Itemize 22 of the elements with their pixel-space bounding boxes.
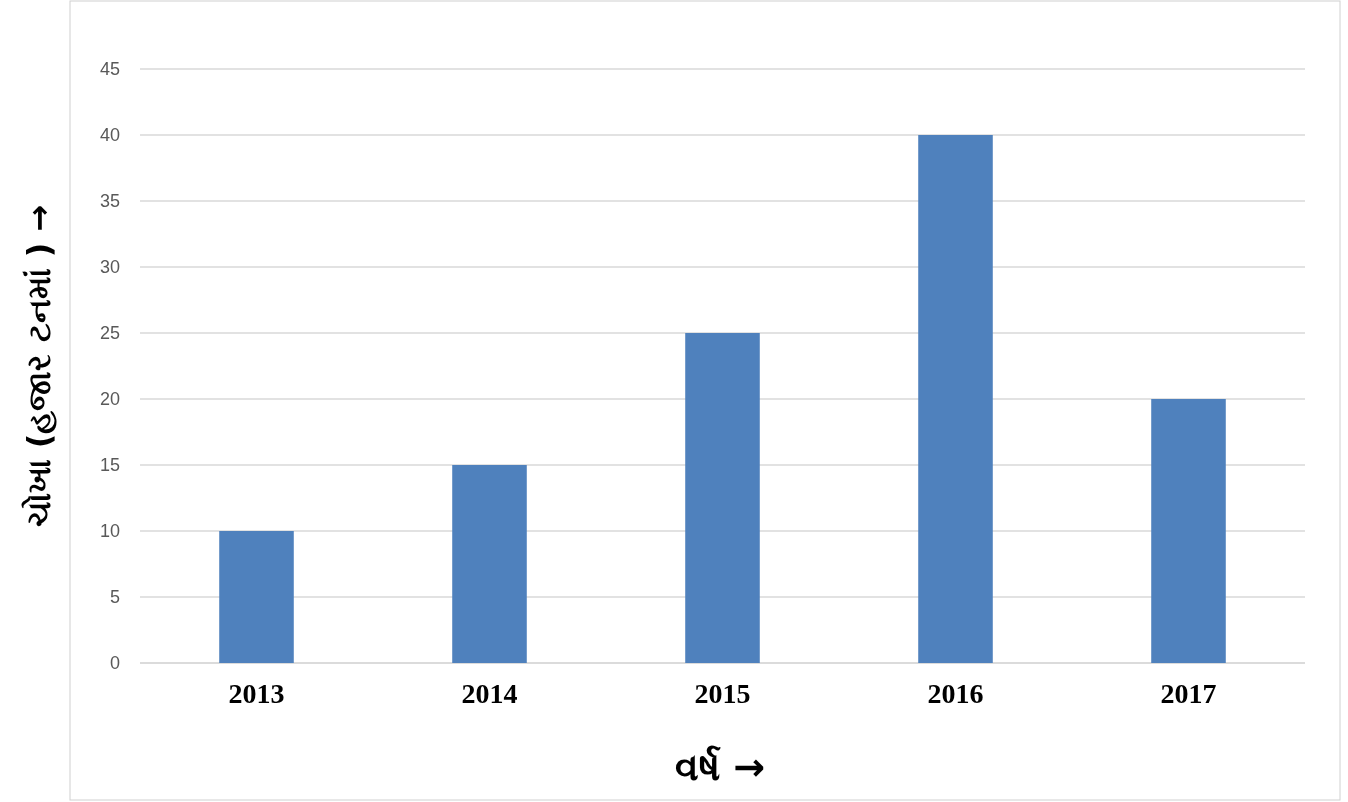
y-tick-label: 40 bbox=[99, 125, 120, 145]
x-axis-title: વર્ષ → bbox=[674, 745, 766, 789]
bar bbox=[219, 531, 294, 663]
y-axis-title: ચોખા (હજાર ટનમાં ) → bbox=[20, 204, 58, 528]
y-tick-label: 15 bbox=[99, 455, 120, 475]
x-tick-label: 2015 bbox=[694, 678, 751, 709]
y-tick-label: 35 bbox=[99, 191, 120, 211]
x-tick-label: 2016 bbox=[927, 678, 984, 709]
y-tick-label: 5 bbox=[109, 587, 120, 607]
bar bbox=[452, 465, 527, 663]
y-tick-label: 0 bbox=[109, 653, 120, 673]
x-tick-label: 2014 bbox=[461, 678, 518, 709]
y-tick-label: 10 bbox=[99, 521, 120, 541]
y-tick-label: 45 bbox=[99, 59, 120, 79]
y-tick-label: 20 bbox=[99, 389, 120, 409]
bar bbox=[1151, 399, 1226, 663]
x-tick-label: 2017 bbox=[1160, 678, 1217, 709]
y-tick-label: 25 bbox=[99, 323, 120, 343]
x-tick-label: 2013 bbox=[228, 678, 285, 709]
y-tick-label: 30 bbox=[99, 257, 120, 277]
bar bbox=[918, 135, 993, 663]
bar bbox=[685, 333, 760, 663]
